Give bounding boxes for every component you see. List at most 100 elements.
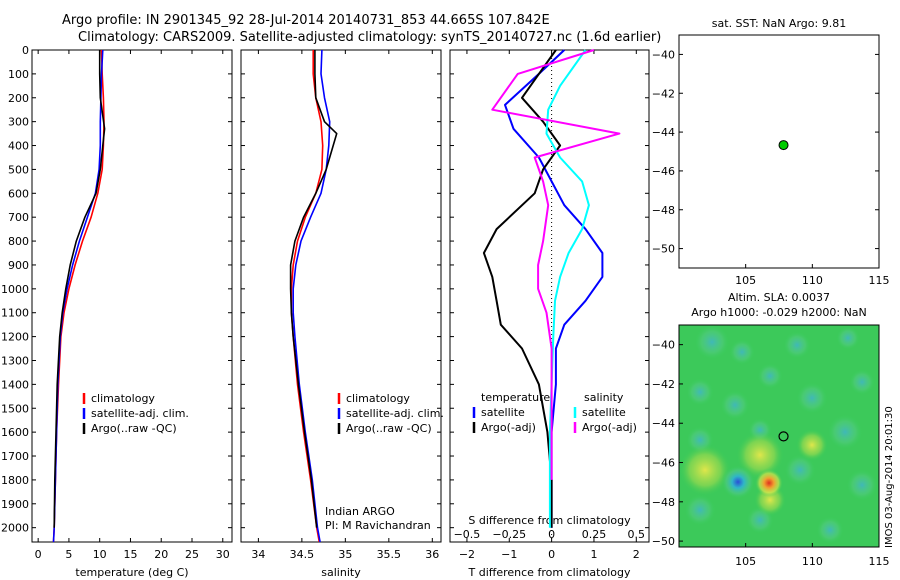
salinity-legend-title: salinity: [584, 391, 624, 404]
depth-axis-tick-label: 600: [8, 187, 29, 200]
temperature-axis-tick-label: 20: [154, 548, 168, 561]
sla-heatmap-blob: [846, 469, 878, 501]
depth-axis-tick-label: 2000: [1, 522, 29, 535]
salinity-legend-1-text: satellite-adj. clim.: [346, 407, 444, 420]
salinity-axis-tick-label: 36: [425, 548, 439, 561]
difference-series-temperature-argo(-adj): [482, 49, 562, 528]
salinity-difference-tick-label: 0: [548, 528, 555, 541]
sla-heatmap-blob: [720, 390, 750, 420]
series-argo-raw-qc-: [53, 50, 106, 528]
sst-x-tick-label: 105: [735, 274, 756, 287]
sla-heatmap-blob: [849, 369, 875, 395]
sst-map-title: sat. SST: NaN Argo: 9.81: [712, 17, 846, 30]
sla-heatmap-blob: [729, 339, 755, 365]
salinity-difference-tick-label: 0.25: [582, 528, 607, 541]
salinity-annotation-0: Indian ARGO: [325, 505, 395, 518]
temperature-difference-axis-tick-label: −2: [459, 548, 475, 561]
imos-side-label: IMOS 03-Aug-2014 20:01:30: [884, 406, 895, 548]
salinity-axis-tick-label: 34: [251, 548, 265, 561]
sla-y-tick-label: −46: [652, 457, 675, 470]
sla-map-frame: [678, 324, 880, 548]
difference-series-temperature-satellite: [504, 49, 604, 528]
depth-axis-tick-label: 700: [8, 211, 29, 224]
temperature-axis-tick-label: 25: [185, 548, 199, 561]
sst-x-tick-label: 110: [802, 274, 823, 287]
temperature-difference-axis-tick-label: 2: [633, 548, 640, 561]
sla-heatmap-blob: [796, 429, 828, 461]
salinity-series-climatology: [290, 50, 324, 543]
sla-y-tick-label: −42: [652, 378, 675, 391]
temperature-axis-tick-label: 15: [123, 548, 137, 561]
sst-y-tick-label: −46: [652, 165, 675, 178]
sla-x-tick-label: 110: [802, 555, 823, 568]
temperature-axis-tick-label: 0: [35, 548, 42, 561]
sla-heatmap-blob: [755, 469, 783, 497]
salinity-difference-tick-label: −0.5: [454, 528, 481, 541]
series-climatology: [52, 49, 105, 543]
depth-axis-tick-label: 400: [8, 140, 29, 153]
depth-axis-tick-label: 1300: [1, 354, 29, 367]
sla-heatmap-blob: [796, 382, 828, 414]
temperature-axis-tick-label: 10: [93, 548, 107, 561]
argo-location-point: [778, 140, 789, 151]
temperature-panel-frame: [31, 49, 233, 543]
depth-axis-tick-label: 1500: [1, 402, 29, 415]
salinity-annotation-1: PI: M Ravichandran: [325, 519, 431, 532]
temperature-legend-0-text: climatology: [91, 392, 155, 405]
temperature-difference-axis-tick-label: 0: [548, 548, 555, 561]
title-line-2: Climatology: CARS2009. Satellite-adjuste…: [78, 30, 662, 45]
sla-heatmap-blob: [827, 414, 863, 450]
sla-heatmap-blob: [686, 378, 714, 406]
sla-heatmap-blob: [694, 324, 730, 360]
depth-axis-tick-label: 500: [8, 163, 29, 176]
difference-panel-frame: [449, 49, 650, 543]
depth-axis-tick-label: 1700: [1, 450, 29, 463]
salinity-legend-0-text: climatology: [346, 392, 410, 405]
salinity-series-satellite-adj-clim-: [292, 49, 331, 543]
depth-axis-tick-label: 200: [8, 92, 29, 105]
difference-temp-legend-0-text: satellite: [481, 406, 525, 419]
difference-series-salinity-argo(-adj): [491, 49, 621, 480]
sst-y-tick-label: −44: [652, 126, 675, 139]
sla-x-tick-label: 105: [735, 555, 756, 568]
difference-temp-legend-1-text: Argo(-adj): [481, 421, 536, 434]
sst-x-tick-label: 115: [869, 274, 890, 287]
salinity-axis-tick-label: 35: [338, 548, 352, 561]
temperature-difference-axis-tick-label: −1: [501, 548, 517, 561]
sla-heatmap-blob: [757, 363, 783, 389]
salinity-difference-tick-label: 0.5: [628, 528, 646, 541]
depth-axis-tick-label: 1200: [1, 331, 29, 344]
depth-axis-tick-label: 0: [22, 44, 29, 57]
depth-axis-tick-label: 300: [8, 116, 29, 129]
sla-argo-marker: [778, 431, 789, 442]
series-satellite-adj-clim-: [52, 49, 104, 543]
sla-y-tick-label: −44: [652, 417, 675, 430]
depth-axis-tick-label: 1100: [1, 307, 29, 320]
depth-axis-tick-label: 1800: [1, 474, 29, 487]
depth-axis-tick-label: 1900: [1, 498, 29, 511]
sst-y-tick-label: −50: [652, 243, 675, 256]
sst-y-tick-label: −48: [652, 204, 675, 217]
temperature-legend-2-text: Argo(..raw -QC): [91, 422, 177, 435]
salinity-panel-frame: [240, 49, 442, 543]
sla-y-tick-label: −40: [652, 339, 675, 352]
depth-axis-tick-label: 900: [8, 259, 29, 272]
temperature-axis-tick-label: 30: [216, 548, 230, 561]
depth-axis-tick-label: 800: [8, 235, 29, 248]
sla-y-tick-label: −50: [652, 535, 675, 548]
temperature-difference-axis-tick-label: 1: [590, 548, 597, 561]
sla-heatmap-blob: [783, 331, 811, 359]
title-line-1: Argo profile: IN 2901345_92 28-Jul-2014 …: [62, 13, 550, 28]
temperature-difference-label: T difference from climatology: [468, 566, 631, 579]
depth-axis-tick-label: 1600: [1, 426, 29, 439]
depth-axis-tick-label: 1400: [1, 378, 29, 391]
salinity-axis-label: salinity: [321, 566, 361, 579]
temperature-axis-tick-label: 5: [65, 548, 72, 561]
sla-x-tick-label: 115: [869, 555, 890, 568]
sla-heatmap-blob: [784, 454, 816, 486]
sla-heatmap-blob: [679, 444, 731, 496]
salinity-series-argo-raw-qc-: [289, 50, 338, 528]
salinity-legend-2-text: Argo(..raw -QC): [346, 422, 432, 435]
sla-title-line-2: Argo h1000: -0.029 h2000: NaN: [691, 306, 867, 319]
